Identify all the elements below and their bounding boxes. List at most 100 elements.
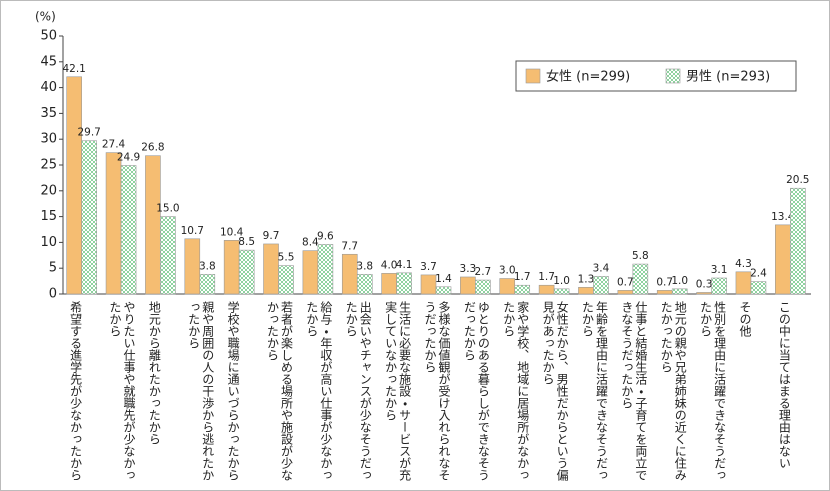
value-label: 24.9: [117, 152, 140, 164]
bar: [184, 238, 201, 295]
value-label: 42.1: [62, 63, 85, 75]
value-label: 27.4: [102, 139, 126, 151]
bar: [145, 155, 161, 295]
y-tick-label: 0: [49, 287, 57, 302]
bar: [593, 276, 609, 295]
y-tick-label: 35: [40, 106, 57, 121]
bar: [356, 274, 373, 295]
legend-label: 女性 (n=299): [546, 70, 630, 85]
value-label: 9.6: [317, 230, 334, 242]
value-label: 13.4: [771, 211, 795, 223]
bar: [475, 279, 491, 295]
value-label: 0.7: [617, 276, 634, 288]
value-label: 3.8: [356, 260, 373, 272]
value-label: 4.1: [396, 259, 413, 271]
x-tick-label: その他: [737, 301, 752, 337]
value-label: 3.4: [593, 262, 610, 274]
value-label: 7.7: [341, 240, 358, 252]
bar: [538, 284, 555, 295]
x-tick-label: 希望する進学先が少なかったから: [68, 301, 83, 481]
value-label: 29.7: [77, 127, 100, 139]
bar: [199, 274, 216, 295]
bar: [381, 273, 397, 295]
value-label: 2.4: [750, 268, 767, 280]
x-tick-label: 性別を理由に活躍できなそうだったから: [698, 301, 727, 481]
legend-swatch: [525, 68, 541, 84]
legend: [515, 60, 797, 92]
value-label: 20.5: [786, 174, 809, 186]
value-label: 4.3: [735, 258, 752, 270]
value-label: 1.0: [553, 275, 570, 287]
value-label: 1.7: [538, 271, 555, 283]
bar: [420, 274, 437, 295]
bar: [553, 288, 570, 295]
bar: [317, 244, 334, 295]
value-label: 3.1: [711, 264, 728, 276]
value-label: 10.7: [181, 225, 204, 237]
value-label: 26.8: [141, 142, 164, 154]
x-tick-label: 女性だから、男性だからという偏見があったから: [541, 301, 570, 481]
x-tick-label: 地元の親や兄弟姉妹の近くに住みたかったから: [659, 301, 688, 481]
x-tick-label: 給与・年収が高い仕事が少なかったから: [304, 301, 333, 481]
x-tick-label: 生活に必要な施設・サービスが充実していなかったから: [383, 301, 412, 481]
x-tick-label: この中に当てはまる理由はない: [777, 301, 792, 469]
value-label: 3.7: [420, 261, 437, 273]
bar: [696, 292, 712, 295]
bar: [223, 240, 240, 295]
bar: [66, 76, 82, 295]
value-label: 3.3: [460, 263, 477, 275]
y-tick-label: 25: [40, 158, 57, 173]
y-tick-label: 45: [40, 54, 57, 69]
bar: [105, 152, 122, 295]
bar: [671, 288, 688, 295]
bar: [120, 165, 137, 295]
x-tick-label: 多様な価値観が受け入れられなそうだったから: [423, 301, 451, 481]
value-label: 0.3: [696, 278, 713, 290]
legend-swatch: [665, 68, 681, 84]
y-tick-label: 20: [40, 183, 57, 198]
value-label: 4.0: [381, 259, 398, 271]
y-tick-label: 50: [40, 29, 57, 44]
y-unit: (%): [35, 10, 56, 24]
value-label: 0.7: [656, 276, 673, 288]
bar: [514, 284, 531, 295]
bar: [632, 263, 649, 295]
value-label: 2.7: [475, 266, 492, 278]
y-tick-label: 15: [40, 209, 57, 224]
bar: [341, 253, 358, 295]
x-tick-label: 仕事と結婚生活・子育てを両立できなそうだったから: [619, 301, 648, 481]
bar: [775, 224, 791, 295]
x-tick-label: 地元から離れたかったから: [147, 301, 162, 445]
value-label: 1.4: [435, 273, 452, 285]
bar: [160, 216, 176, 295]
value-label: 8.4: [302, 237, 319, 249]
bar: [435, 286, 452, 295]
bar: [278, 265, 294, 295]
y-tick-label: 5: [49, 261, 57, 276]
value-label: 10.4: [220, 226, 244, 238]
y-tick-label: 30: [40, 132, 57, 147]
value-label: 5.5: [278, 252, 295, 264]
value-label: 15.0: [156, 203, 179, 215]
x-tick-label: 学校や職場に通いづらかったから: [226, 301, 241, 481]
bar: [238, 249, 255, 295]
value-label: 3.8: [199, 260, 216, 272]
x-tick-label: 家や学校、地域に居場所がなかったから: [501, 301, 530, 481]
bar: [711, 277, 727, 295]
value-label: 1.3: [578, 273, 595, 285]
bar: [396, 272, 412, 295]
bar: [750, 281, 767, 295]
x-tick-label: ゆとりのある暮らしができなそうだったから: [462, 301, 491, 481]
y-tick-label: 40: [40, 80, 57, 95]
bar: [578, 286, 594, 295]
x-tick-label: 年齢を理由に活躍できなそうだったから: [580, 301, 609, 481]
y-tick-label: 10: [40, 235, 57, 250]
value-label: 5.8: [632, 250, 649, 262]
x-tick-label: 若者が楽しめる場所や施設が少なかったから: [265, 301, 294, 481]
bar: [81, 140, 97, 295]
bar: [302, 250, 319, 295]
bar: [617, 290, 634, 295]
bar: [735, 271, 752, 295]
